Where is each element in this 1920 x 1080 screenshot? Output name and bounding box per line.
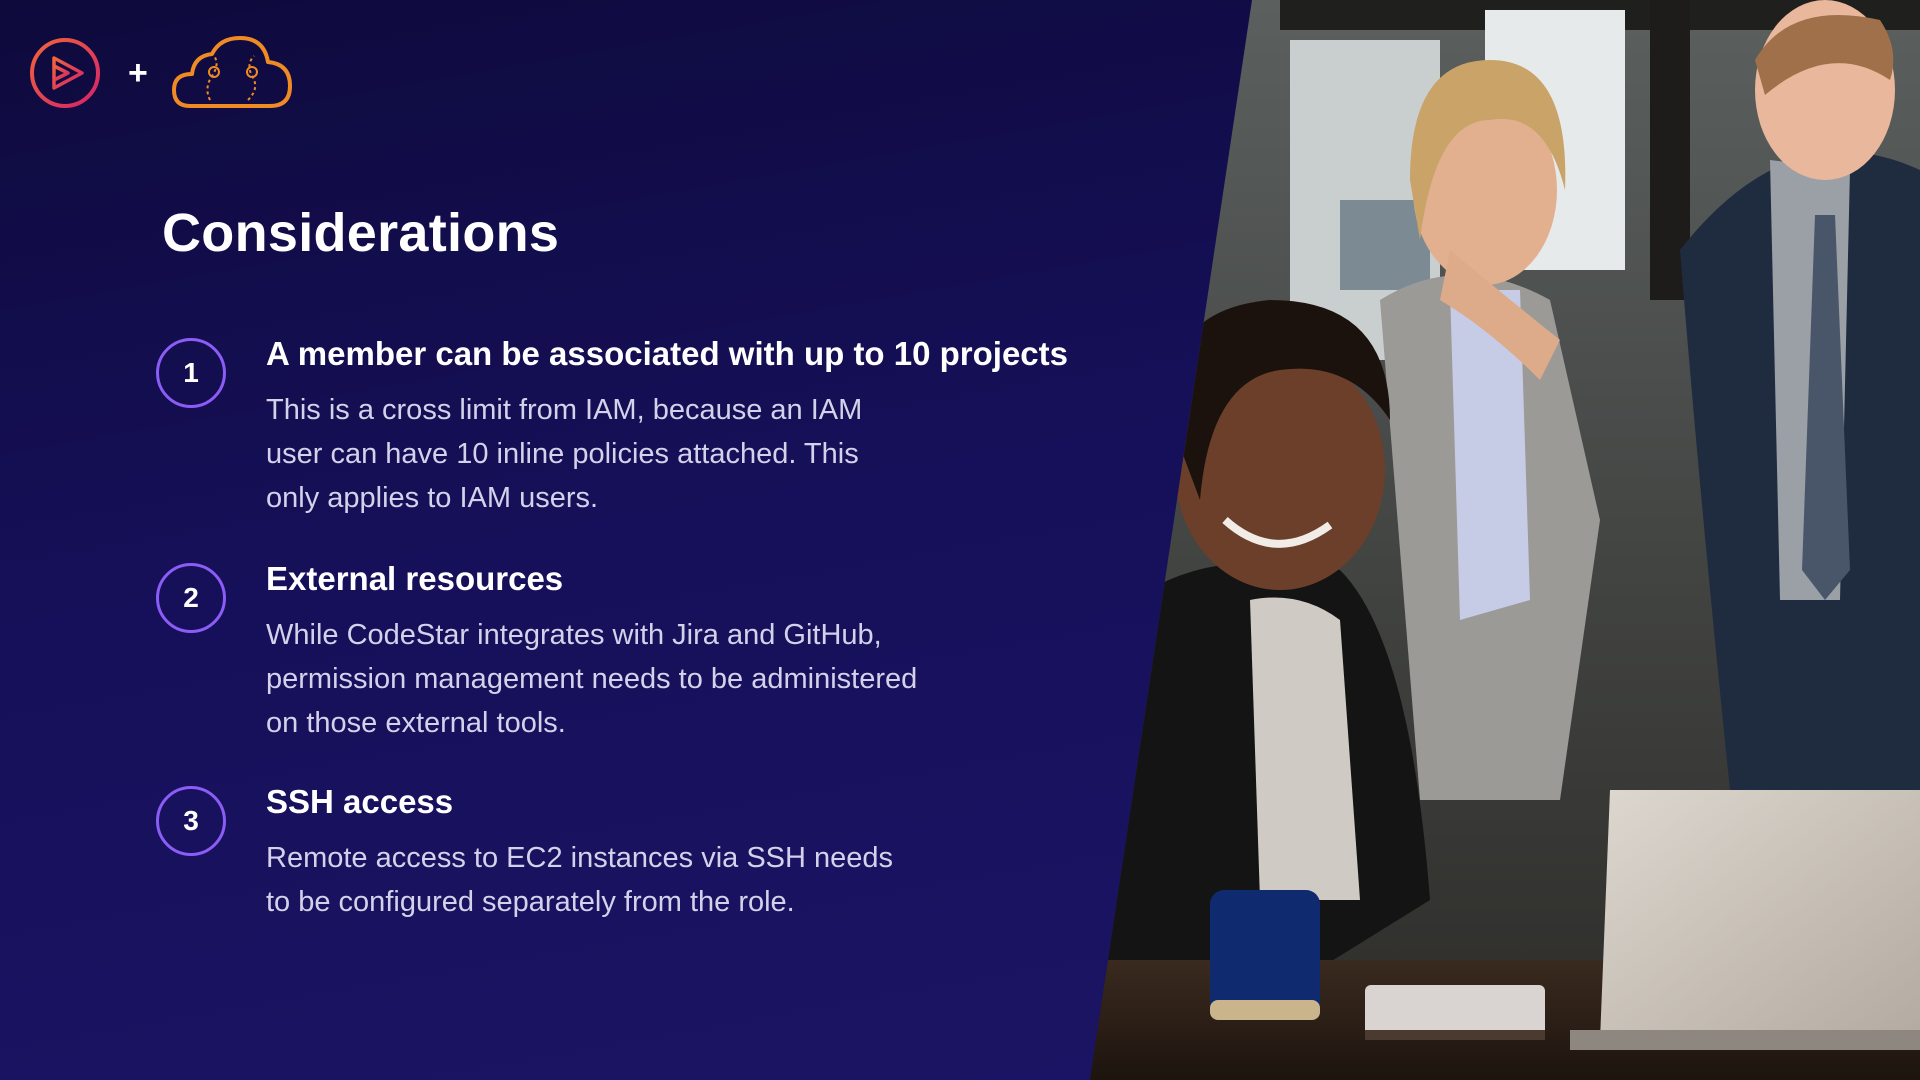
item-heading: External resources <box>266 560 564 597</box>
item-description: This is a cross limit from IAM, because … <box>266 388 1068 520</box>
item-text: SSH access Remote access to EC2 instance… <box>266 782 893 924</box>
plus-separator: + <box>128 54 148 92</box>
number-badge: 3 <box>156 786 226 856</box>
description-line: on those external tools. <box>266 707 566 739</box>
cloud-icon <box>170 34 294 112</box>
number-badge: 1 <box>156 338 226 408</box>
description-line: Remote access to EC2 instances via SSH n… <box>266 842 894 874</box>
slide-title: Considerations <box>162 203 560 263</box>
item-description: Remote access to EC2 instances via SSH n… <box>266 836 893 924</box>
office-team-photo <box>1090 0 1920 1080</box>
item-text: A member can be associated with up to 10… <box>266 334 1068 520</box>
number-badge: 2 <box>156 563 226 633</box>
item-description: While CodeStar integrates with Jira and … <box>266 613 917 745</box>
item-heading: A member can be associated with up to 10… <box>266 335 1069 372</box>
item-text: External resources While CodeStar integr… <box>266 559 917 745</box>
description-line: user can have 10 inline policies attache… <box>266 438 859 470</box>
description-line: to be configured separately from the rol… <box>266 886 795 918</box>
description-line: only applies to IAM users. <box>266 482 599 514</box>
description-line: permission management needs to be admini… <box>266 663 918 695</box>
description-line: This is a cross limit from IAM, because … <box>266 394 863 426</box>
item-heading: SSH access <box>266 783 454 820</box>
logo-row: + <box>28 34 294 112</box>
description-line: While CodeStar integrates with Jira and … <box>266 619 882 651</box>
play-circle-icon <box>28 36 102 110</box>
